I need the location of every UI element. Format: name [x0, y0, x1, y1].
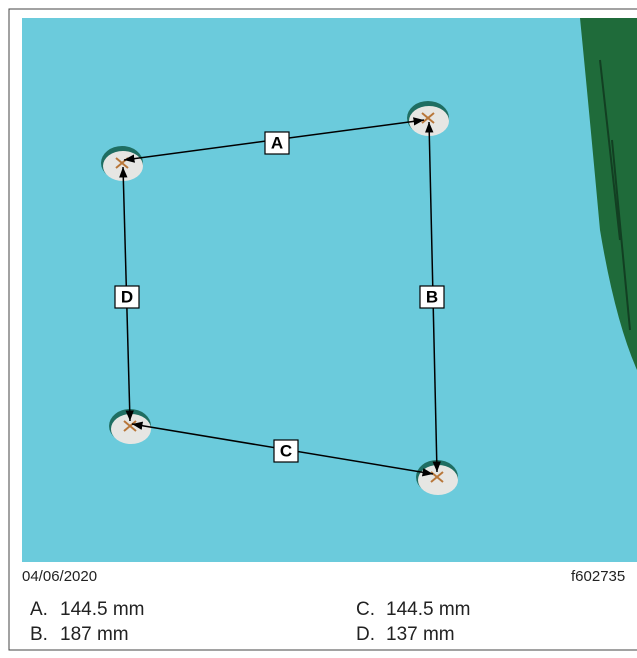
legend-item: D.137 mm	[356, 624, 455, 646]
dimension-label: C	[280, 442, 292, 461]
date: 04/06/2020	[22, 568, 97, 585]
legend-item: C.144.5 mm	[356, 599, 470, 621]
dimension-label: D	[121, 288, 133, 307]
figure-id: f602735	[571, 568, 625, 585]
page: A B C D 04/06/2020 f602735 A.144.5 mm B.…	[0, 0, 637, 658]
legend-item: B.187 mm	[30, 624, 129, 646]
legend-text: 144.5 mm	[386, 599, 470, 620]
legend-key: B.	[30, 624, 60, 646]
legend-item: A.144.5 mm	[30, 599, 144, 621]
background	[22, 18, 637, 562]
illustration: A B C D	[0, 0, 637, 658]
legend-text: 144.5 mm	[60, 599, 144, 620]
legend-text: 137 mm	[386, 624, 455, 645]
legend-key: D.	[356, 624, 386, 646]
legend-text: 187 mm	[60, 624, 129, 645]
dimension-label: A	[271, 134, 283, 153]
legend-key: A.	[30, 599, 60, 621]
dimension-label: B	[426, 288, 438, 307]
legend-key: C.	[356, 599, 386, 621]
